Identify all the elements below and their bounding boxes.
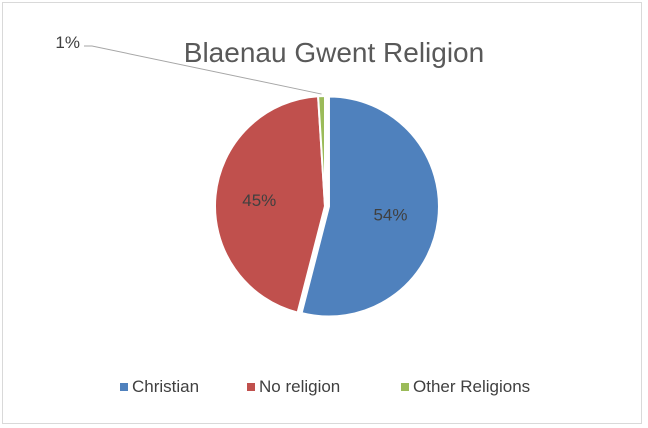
legend-swatch <box>401 383 409 391</box>
legend-swatch <box>120 383 128 391</box>
data-label-christian: 54% <box>373 205 407 224</box>
pie-slices <box>214 94 440 318</box>
data-labels: 54% 45% 1% <box>55 33 407 224</box>
legend-item-christian: Christian <box>120 377 199 396</box>
legend-swatch <box>247 383 255 391</box>
legend-label: Other Religions <box>413 377 530 396</box>
legend-item-no-religion: No religion <box>247 377 340 396</box>
pie-slice-other-religions <box>317 94 326 207</box>
legend-label: Christian <box>132 377 199 396</box>
legend-item-other-religions: Other Religions <box>401 377 530 396</box>
legend: Christian No religion Other Religions <box>120 377 530 396</box>
legend-label: No religion <box>259 377 340 396</box>
data-label-no-religion: 45% <box>242 191 276 210</box>
leader-line <box>84 45 322 95</box>
pie-slice-christian <box>300 95 440 318</box>
data-label-other-religions: 1% <box>55 33 80 52</box>
chart-title: Blaenau Gwent Religion <box>184 37 484 68</box>
pie-slice-no-religion <box>214 95 327 314</box>
